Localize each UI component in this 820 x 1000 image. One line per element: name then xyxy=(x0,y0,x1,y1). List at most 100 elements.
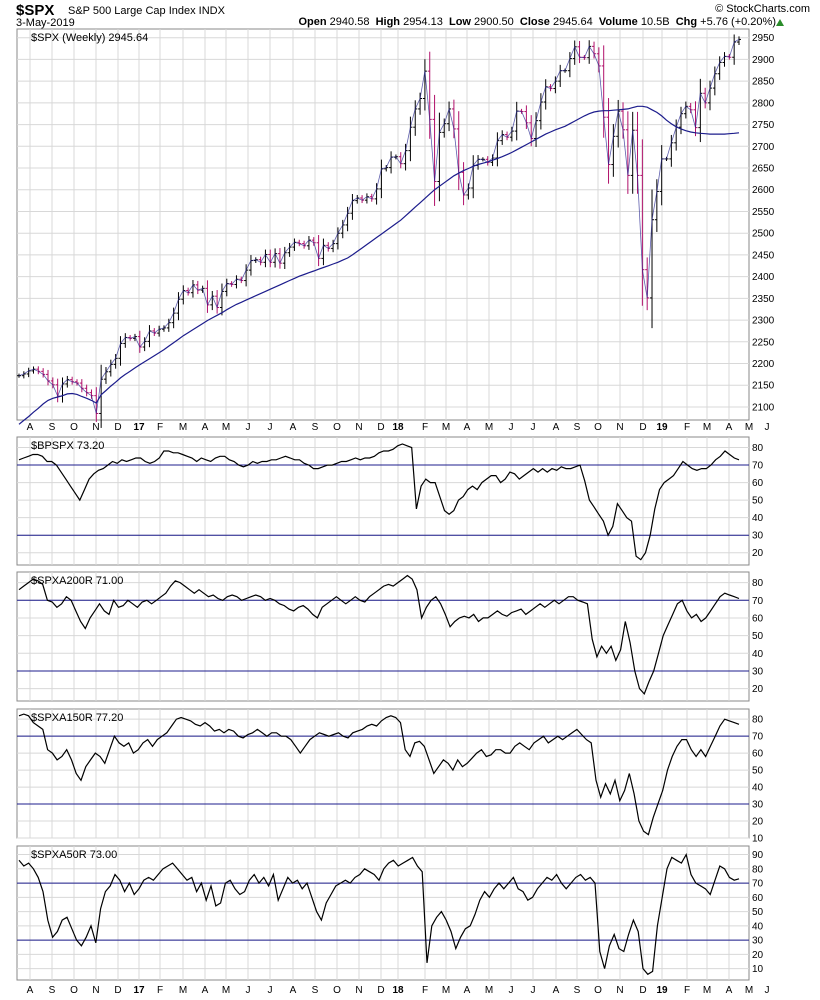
x-tick-label: M xyxy=(745,422,753,433)
x-tick-label: J xyxy=(509,422,514,433)
y-tick-label: 2250 xyxy=(752,337,775,348)
y-tick-label: 2850 xyxy=(752,77,775,88)
x-tick-label: N xyxy=(355,422,362,433)
x-tick-label: 19 xyxy=(656,422,668,433)
x-tick-label: 17 xyxy=(133,422,145,433)
x-tick-label: A xyxy=(27,422,34,433)
x-tick-label: D xyxy=(377,985,384,996)
y-tick-label: 30 xyxy=(752,800,764,811)
low-value: 2900.50 xyxy=(474,16,514,28)
x-tick-label: D xyxy=(114,422,121,433)
x-tick-label: A xyxy=(202,985,209,996)
chart-symbol: $SPX xyxy=(16,2,55,19)
x-tick-label: D xyxy=(377,422,384,433)
security-name: S&P 500 Large Cap Index INDX xyxy=(68,5,225,17)
indicator-line xyxy=(18,574,740,696)
x-tick-label: J xyxy=(246,985,251,996)
y-tick-label: 2550 xyxy=(752,207,775,218)
x-tick-label: J xyxy=(765,422,770,433)
y-tick-label: 40 xyxy=(752,649,764,660)
x-tick-label: J xyxy=(246,422,251,433)
x-tick-label: D xyxy=(114,985,121,996)
up-arrow-icon xyxy=(776,19,784,26)
x-tick-label: M xyxy=(179,985,187,996)
y-tick-label: 2350 xyxy=(752,294,775,305)
y-tick-label: 70 xyxy=(752,732,764,743)
x-tick-label: A xyxy=(27,985,34,996)
y-tick-label: 20 xyxy=(752,684,764,695)
x-tick-label: M xyxy=(485,422,493,433)
x-tick-label: N xyxy=(616,985,623,996)
x-tick-label: N xyxy=(616,422,623,433)
x-tick-label: N xyxy=(92,422,99,433)
x-tick-label: A xyxy=(290,985,297,996)
y-tick-label: 2400 xyxy=(752,272,775,283)
panel-title: $BPSPX 73.20 xyxy=(31,440,104,452)
open-value: 2940.58 xyxy=(329,16,370,28)
panel-frame xyxy=(16,571,750,702)
y-tick-label: 30 xyxy=(752,936,764,947)
x-tick-label: F xyxy=(422,985,428,996)
y-tick-label: 2650 xyxy=(752,164,775,175)
y-tick-label: 70 xyxy=(752,461,764,472)
x-tick-label: A xyxy=(290,422,297,433)
x-tick-label: S xyxy=(574,985,581,996)
y-tick-label: 60 xyxy=(752,478,764,489)
x-tick-label: F xyxy=(157,985,163,996)
y-tick-label: 2600 xyxy=(752,185,775,196)
panel-frame xyxy=(16,708,750,839)
chart-date: 3-May-2019 xyxy=(16,17,75,29)
panel-title: $SPXA50R 73.00 xyxy=(31,849,117,861)
y-tick-label: 50 xyxy=(752,766,764,777)
open-label: Open xyxy=(298,16,327,28)
x-tick-label: N xyxy=(355,985,362,996)
volume-label: Volume xyxy=(598,16,638,28)
x-tick-label: J xyxy=(765,985,770,996)
x-tick-label: A xyxy=(464,422,471,433)
chg-label: Chg xyxy=(675,16,698,28)
y-tick-label: 2450 xyxy=(752,250,775,261)
x-tick-label: F xyxy=(684,985,690,996)
x-tick-label: A xyxy=(464,985,471,996)
y-tick-label: 40 xyxy=(752,513,764,524)
x-tick-label: J xyxy=(268,985,273,996)
high-label: High xyxy=(375,16,401,28)
y-tick-label: 60 xyxy=(752,749,764,760)
x-tick-label: J xyxy=(509,985,514,996)
y-tick-label: 30 xyxy=(752,531,764,542)
indicator-line xyxy=(18,713,740,836)
x-tick-label: D xyxy=(639,985,646,996)
x-tick-label: J xyxy=(531,985,536,996)
panel-title: $SPXA200R 71.00 xyxy=(31,575,123,587)
ohlc-stats: Open 2940.58 High 2954.13 Low 2900.50 Cl… xyxy=(298,16,776,28)
indicator-line xyxy=(18,852,740,976)
y-tick-label: 80 xyxy=(752,864,764,875)
x-tick-label: M xyxy=(442,985,450,996)
panel-frame xyxy=(16,845,750,981)
x-tick-label: A xyxy=(553,422,560,433)
x-tick-label: S xyxy=(312,422,319,433)
y-tick-label: 20 xyxy=(752,817,764,828)
x-tick-label: 18 xyxy=(392,985,404,996)
y-tick-label: 2950 xyxy=(752,33,775,44)
x-tick-label: M xyxy=(703,422,711,433)
y-tick-label: 20 xyxy=(752,548,764,559)
panel-frame xyxy=(16,28,750,421)
brand-label: © StockCharts.com xyxy=(715,3,810,15)
y-tick-label: 50 xyxy=(752,907,764,918)
y-tick-label: 80 xyxy=(752,443,764,454)
price-close-line xyxy=(18,39,740,414)
y-tick-label: 50 xyxy=(752,631,764,642)
y-tick-label: 2150 xyxy=(752,381,775,392)
y-tick-label: 2100 xyxy=(752,402,775,413)
y-tick-label: 30 xyxy=(752,666,764,677)
x-tick-label: D xyxy=(639,422,646,433)
y-tick-label: 2700 xyxy=(752,142,775,153)
panel-frame xyxy=(16,436,750,566)
x-tick-label: M xyxy=(442,422,450,433)
chg-value: +5.76 (+0.20%) xyxy=(700,16,776,28)
y-tick-label: 2500 xyxy=(752,229,775,240)
y-tick-label: 2750 xyxy=(752,120,775,131)
y-tick-label: 2900 xyxy=(752,55,775,66)
